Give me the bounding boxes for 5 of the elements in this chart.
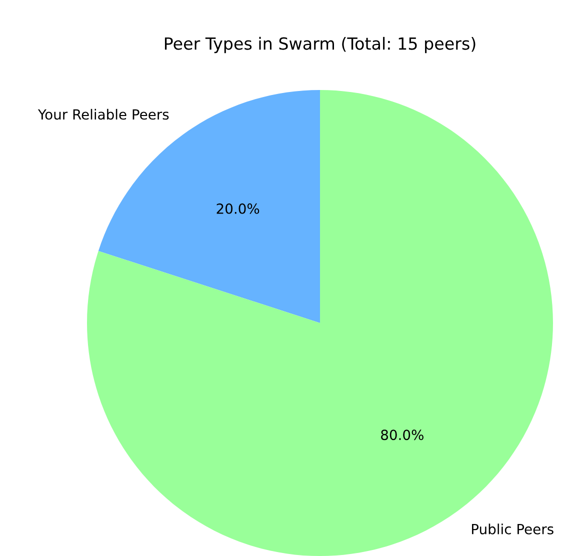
chart-title: Peer Types in Swarm (Total: 15 peers)	[164, 36, 476, 54]
data-label: 80.0%	[381, 430, 424, 440]
slice-label: Public Peers	[472, 524, 554, 534]
data-label: 20.0%	[216, 203, 260, 214]
slice-label: Your Reliable Peers	[38, 108, 169, 120]
